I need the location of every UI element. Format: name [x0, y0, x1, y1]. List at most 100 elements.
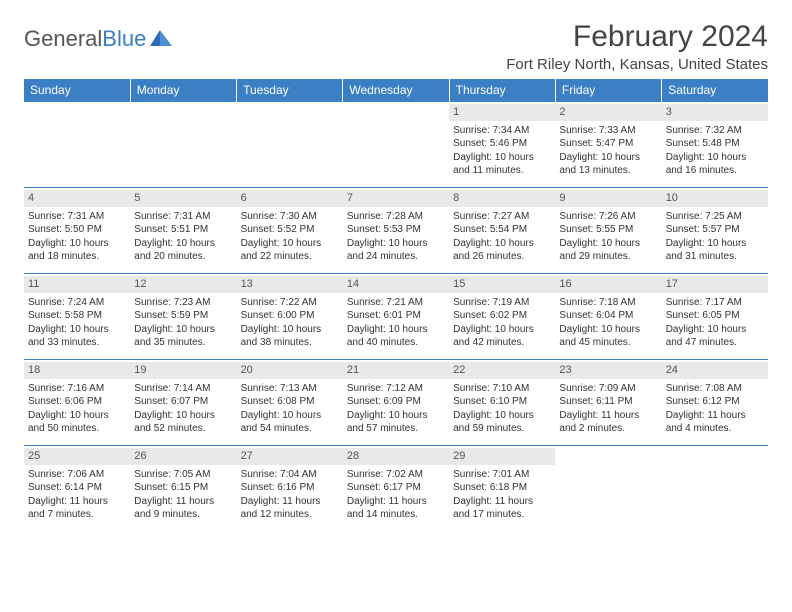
day-cell: 26Sunrise: 7:05 AMSunset: 6:15 PMDayligh…	[130, 446, 236, 532]
day-cell: 25Sunrise: 7:06 AMSunset: 6:14 PMDayligh…	[24, 446, 130, 532]
day-number: 10	[662, 190, 768, 207]
day-cell: 11 Sunrise: 7:24 AMSunset: 5:58 PMDayligh…	[24, 274, 130, 360]
day-number: 21	[343, 362, 449, 379]
sunset-text: Sunset: 6:00 PM	[241, 309, 339, 323]
sunset-text: Sunset: 6:14 PM	[28, 481, 126, 495]
sunrise-text: Sunrise: 7:06 AM	[28, 468, 126, 482]
day-header: Monday	[130, 79, 236, 102]
day-cell: 27Sunrise: 7:04 AMSunset: 6:16 PMDayligh…	[237, 446, 343, 532]
day-cell	[237, 102, 343, 188]
day-number: 8	[449, 190, 555, 207]
day-cell: 19Sunrise: 7:14 AMSunset: 6:07 PMDayligh…	[130, 360, 236, 446]
day-cell: 7Sunrise: 7:28 AMSunset: 5:53 PMDaylight…	[343, 188, 449, 274]
day-cell: 5 Sunrise: 7:31 AMSunset: 5:51 PMDaylight…	[130, 188, 236, 274]
sunset-text: Sunset: 5:48 PM	[666, 137, 764, 151]
calendar-page: GeneralBlue February 2024 Fort Riley Nor…	[0, 0, 792, 552]
sunset-text: Sunset: 6:01 PM	[347, 309, 445, 323]
sunset-text: Sunset: 5:50 PM	[28, 223, 126, 237]
daylight-text: Daylight: 10 hours and 38 minutes.	[241, 323, 339, 350]
sunset-text: Sunset: 6:15 PM	[134, 481, 232, 495]
day-cell: 28Sunrise: 7:02 AMSunset: 6:17 PMDayligh…	[343, 446, 449, 532]
sunset-text: Sunset: 5:55 PM	[559, 223, 657, 237]
sunset-text: Sunset: 6:12 PM	[666, 395, 764, 409]
day-number: 11	[24, 276, 130, 293]
brand-mark-icon	[150, 28, 172, 51]
daylight-text: Daylight: 10 hours and 31 minutes.	[666, 237, 764, 264]
day-number: 28	[343, 448, 449, 465]
day-cell: 22Sunrise: 7:10 AMSunset: 6:10 PMDayligh…	[449, 360, 555, 446]
day-number: 17	[662, 276, 768, 293]
sunrise-text: Sunrise: 7:09 AM	[559, 382, 657, 396]
day-header: Thursday	[449, 79, 555, 102]
week-row: 4Sunrise: 7:31 AMSunset: 5:50 PMDaylight…	[24, 188, 768, 274]
daylight-text: Daylight: 10 hours and 45 minutes.	[559, 323, 657, 350]
sunrise-text: Sunrise: 7:18 AM	[559, 296, 657, 310]
day-number: 1	[449, 104, 555, 121]
sunrise-text: Sunrise: 7:31 AM	[134, 210, 232, 224]
week-row: 18Sunrise: 7:16 AMSunset: 6:06 PMDayligh…	[24, 360, 768, 446]
day-number: 12	[130, 276, 236, 293]
daylight-text: Daylight: 10 hours and 42 minutes.	[453, 323, 551, 350]
sunset-text: Sunset: 5:59 PM	[134, 309, 232, 323]
brand-name-b: Blue	[102, 26, 146, 51]
sunrise-text: Sunrise: 7:32 AM	[666, 124, 764, 138]
day-number: 5	[130, 190, 236, 207]
daylight-text: Daylight: 11 hours and 4 minutes.	[666, 409, 764, 436]
day-cell: 1Sunrise: 7:34 AMSunset: 5:46 PMDaylight…	[449, 102, 555, 188]
day-cell	[24, 102, 130, 188]
daylight-text: Daylight: 10 hours and 47 minutes.	[666, 323, 764, 350]
day-cell	[343, 102, 449, 188]
daylight-text: Daylight: 10 hours and 59 minutes.	[453, 409, 551, 436]
daylight-text: Daylight: 11 hours and 14 minutes.	[347, 495, 445, 522]
day-cell: 20Sunrise: 7:13 AMSunset: 6:08 PMDayligh…	[237, 360, 343, 446]
day-cell: 14Sunrise: 7:21 AMSunset: 6:01 PMDayligh…	[343, 274, 449, 360]
daylight-text: Daylight: 10 hours and 20 minutes.	[134, 237, 232, 264]
day-number: 22	[449, 362, 555, 379]
day-number: 14	[343, 276, 449, 293]
location-label: Fort Riley North, Kansas, United States	[506, 56, 768, 73]
day-number: 4	[24, 190, 130, 207]
brand-logo: GeneralBlue	[24, 26, 172, 52]
daylight-text: Daylight: 10 hours and 18 minutes.	[28, 237, 126, 264]
daylight-text: Daylight: 10 hours and 33 minutes.	[28, 323, 126, 350]
day-cell: 3Sunrise: 7:32 AMSunset: 5:48 PMDaylight…	[662, 102, 768, 188]
day-cell: 18Sunrise: 7:16 AMSunset: 6:06 PMDayligh…	[24, 360, 130, 446]
day-header: Wednesday	[343, 79, 449, 102]
brand-name: GeneralBlue	[24, 26, 146, 52]
day-number: 24	[662, 362, 768, 379]
sunrise-text: Sunrise: 7:24 AM	[28, 296, 126, 310]
daylight-text: Daylight: 11 hours and 7 minutes.	[28, 495, 126, 522]
day-header: Saturday	[662, 79, 768, 102]
daylight-text: Daylight: 10 hours and 35 minutes.	[134, 323, 232, 350]
sunrise-text: Sunrise: 7:19 AM	[453, 296, 551, 310]
sunset-text: Sunset: 6:07 PM	[134, 395, 232, 409]
day-number: 29	[449, 448, 555, 465]
sunrise-text: Sunrise: 7:27 AM	[453, 210, 551, 224]
sunset-text: Sunset: 5:53 PM	[347, 223, 445, 237]
day-number: 7	[343, 190, 449, 207]
sunset-text: Sunset: 5:51 PM	[134, 223, 232, 237]
sunset-text: Sunset: 5:58 PM	[28, 309, 126, 323]
day-cell: 29Sunrise: 7:01 AMSunset: 6:18 PMDayligh…	[449, 446, 555, 532]
daylight-text: Daylight: 10 hours and 24 minutes.	[347, 237, 445, 264]
sunrise-text: Sunrise: 7:02 AM	[347, 468, 445, 482]
daylight-text: Daylight: 10 hours and 16 minutes.	[666, 151, 764, 178]
sunset-text: Sunset: 5:52 PM	[241, 223, 339, 237]
sunrise-text: Sunrise: 7:26 AM	[559, 210, 657, 224]
day-cell	[130, 102, 236, 188]
day-number: 27	[237, 448, 343, 465]
day-header: Tuesday	[237, 79, 343, 102]
sunset-text: Sunset: 6:18 PM	[453, 481, 551, 495]
daylight-text: Daylight: 10 hours and 52 minutes.	[134, 409, 232, 436]
day-cell: 9Sunrise: 7:26 AMSunset: 5:55 PMDaylight…	[555, 188, 661, 274]
day-number: 26	[130, 448, 236, 465]
sunrise-text: Sunrise: 7:31 AM	[28, 210, 126, 224]
title-block: February 2024 Fort Riley North, Kansas, …	[506, 20, 768, 73]
daylight-text: Daylight: 10 hours and 13 minutes.	[559, 151, 657, 178]
day-cell: 12Sunrise: 7:23 AMSunset: 5:59 PMDayligh…	[130, 274, 236, 360]
day-cell: 23Sunrise: 7:09 AMSunset: 6:11 PMDayligh…	[555, 360, 661, 446]
month-title: February 2024	[506, 20, 768, 54]
sunset-text: Sunset: 6:04 PM	[559, 309, 657, 323]
sunset-text: Sunset: 6:11 PM	[559, 395, 657, 409]
day-cell: 17Sunrise: 7:17 AMSunset: 6:05 PMDayligh…	[662, 274, 768, 360]
